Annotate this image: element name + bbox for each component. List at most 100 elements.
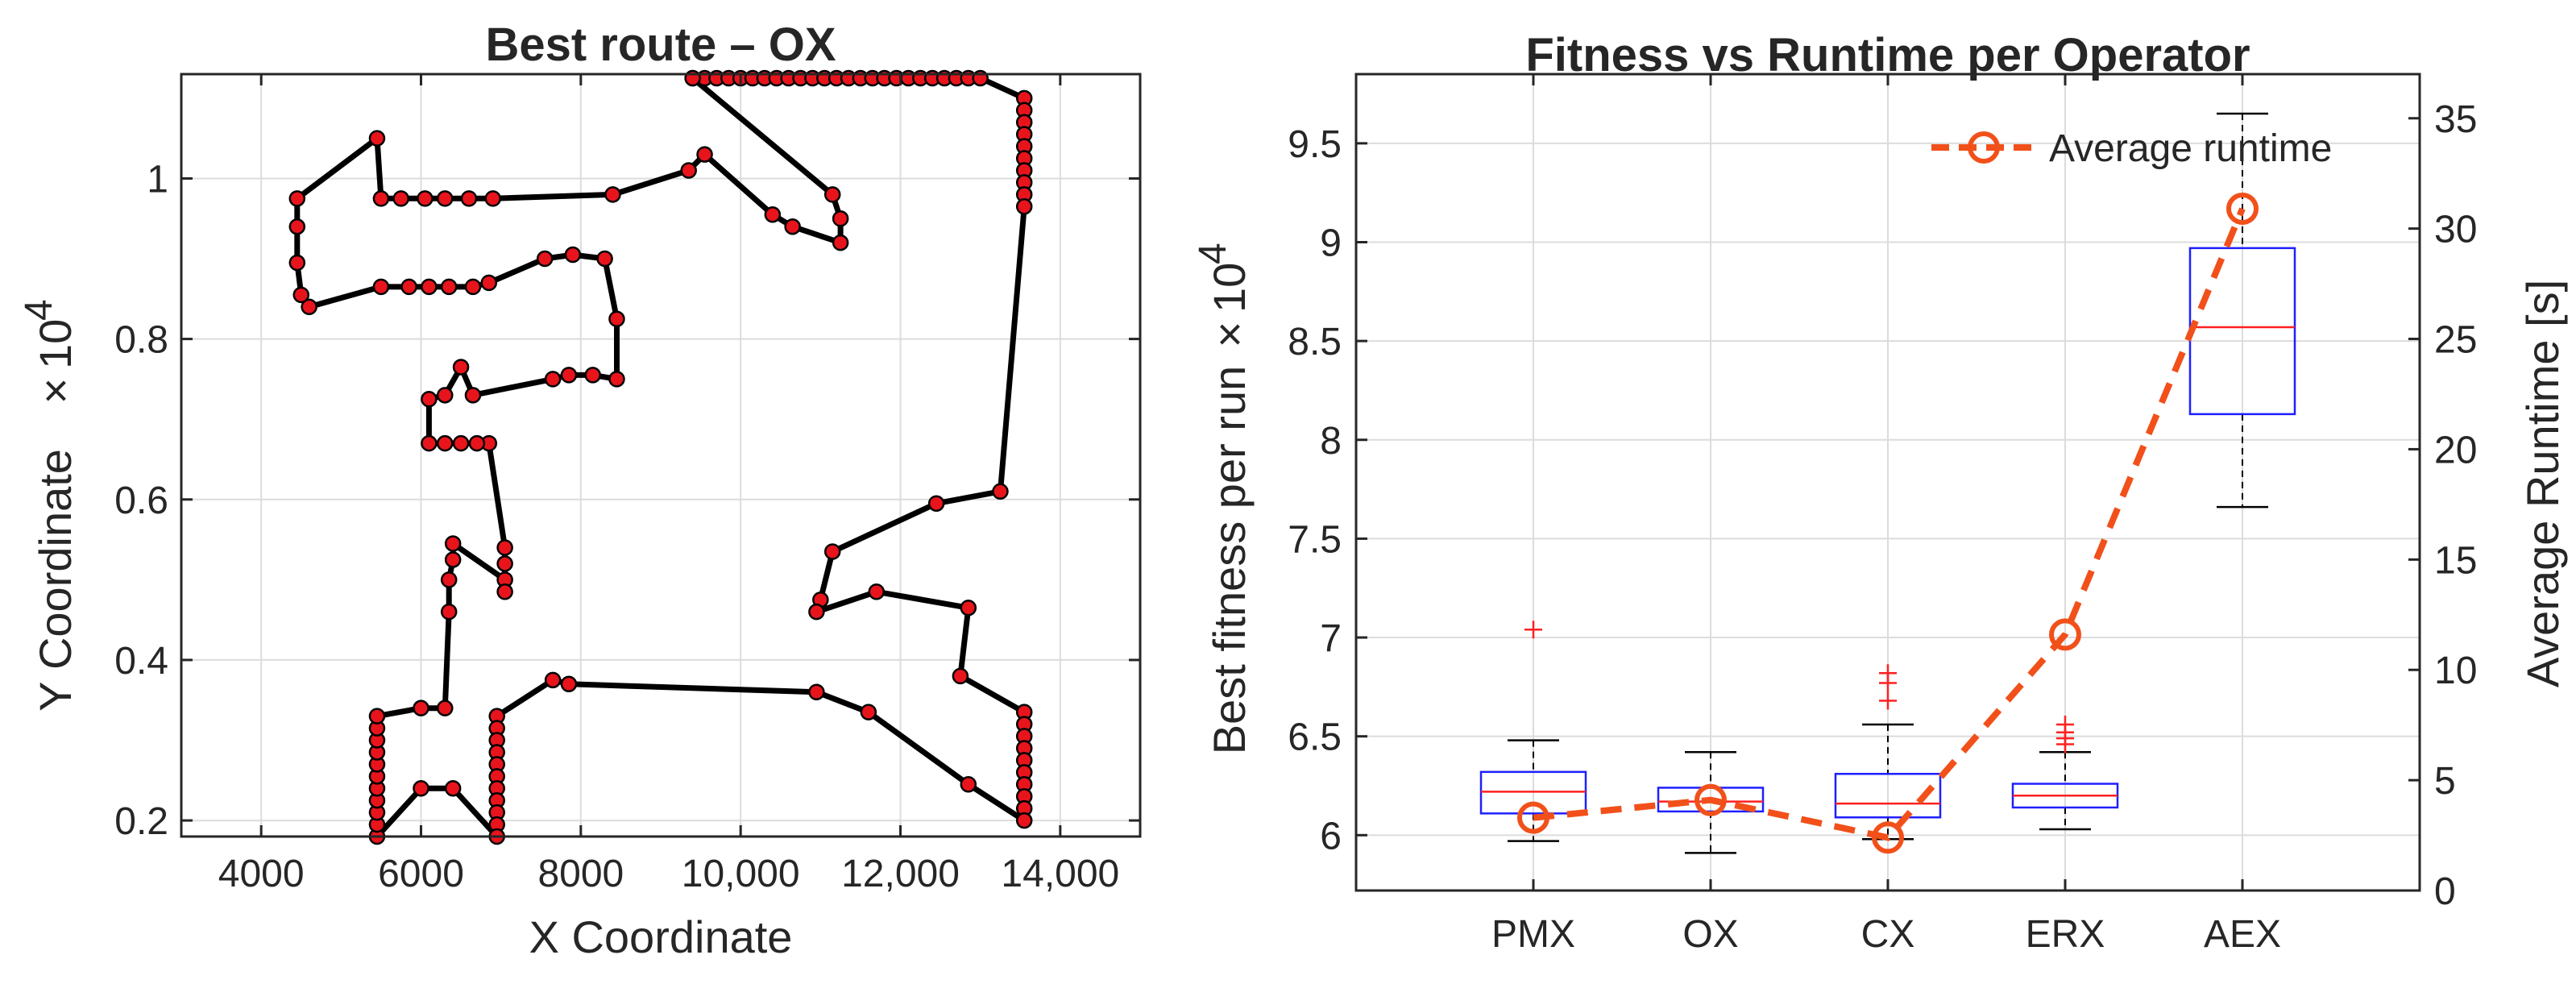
route-city-marker <box>372 278 390 296</box>
route-city-marker <box>444 551 462 568</box>
route-city-marker <box>413 780 429 797</box>
route-city-marker <box>536 250 554 268</box>
route-city-marker <box>484 190 501 207</box>
route-y-tick-label: 0.4 <box>114 640 168 683</box>
box-y-tick-label: 6 <box>1320 815 1342 857</box>
route-city-marker <box>696 146 713 163</box>
box-outlier <box>1524 621 1542 639</box>
route-city-marker <box>564 246 582 264</box>
route-city-marker <box>808 683 825 701</box>
box-chart-title: Fitness vs Runtime per Operator <box>1525 29 2250 81</box>
route-city-marker <box>992 483 1009 500</box>
runtime-marker <box>1695 783 1727 816</box>
route-city-marker <box>496 555 513 572</box>
box-category-label: CX <box>1861 913 1915 956</box>
route-plot-frame <box>180 73 1142 838</box>
route-city-marker <box>823 543 841 560</box>
runtime-line <box>1533 207 2246 841</box>
route-city-marker <box>832 234 849 251</box>
route-y-axis-label-group: Y Coordinate × 10 4 <box>18 299 81 712</box>
route-city-marker <box>437 387 454 404</box>
route-city-marker <box>460 190 478 207</box>
route-city-marker <box>292 286 309 304</box>
route-city-marker <box>288 254 306 272</box>
route-city-marker <box>560 675 578 693</box>
route-city-marker <box>288 190 306 207</box>
box-iqr <box>1834 773 1942 819</box>
box-pmx <box>1479 621 1587 842</box>
runtime-marker <box>1872 821 1904 854</box>
runtime-legend: Average runtime <box>1931 127 2332 170</box>
route-city-marker <box>301 298 317 316</box>
route-y-tick-label: 0.6 <box>114 480 168 522</box>
route-city-marker <box>480 274 498 292</box>
box-y-axis-exponent-base: 10 <box>1204 263 1255 313</box>
route-city-marker <box>437 700 454 716</box>
route-city-marker <box>584 367 601 384</box>
box-y-ticks: 6 6.5 7 7.5 8 8.5 9 9.5 <box>1288 123 1367 857</box>
box-y-axis-times-sign: × <box>1204 322 1255 348</box>
box-y-tick-label: 6.5 <box>1288 716 1342 759</box>
box-outlier <box>1879 664 1897 683</box>
route-city-marker <box>444 780 462 797</box>
runtime-series <box>1517 193 2259 854</box>
runtime-marker <box>1517 801 1549 834</box>
route-x-tick-label: 6000 <box>378 853 464 895</box>
box-outlier <box>1879 691 1897 710</box>
route-city-marker <box>596 250 613 268</box>
route-city-marker <box>680 162 697 179</box>
route-city-marker <box>444 535 462 552</box>
route-city-marker <box>440 278 458 296</box>
box-y2-tick-label: 30 <box>2434 209 2477 251</box>
box-category-label: PMX <box>1491 913 1575 956</box>
box-y2-tick-label: 25 <box>2434 319 2477 362</box>
route-city-marker <box>496 583 513 600</box>
box-y-tick-label: 7.5 <box>1288 518 1342 561</box>
box-outlier <box>2056 715 2074 733</box>
route-city-marker <box>400 278 417 296</box>
route-x-tick-label: 14,000 <box>1001 853 1119 895</box>
route-city-marker <box>927 495 945 512</box>
route-y-tick-label: 0.2 <box>114 800 168 843</box>
route-city-marker <box>832 210 849 227</box>
route-city-marker <box>440 571 458 588</box>
route-y-axis-exponent-power: 4 <box>18 299 60 321</box>
box-y2-tick-label: 35 <box>2434 98 2477 141</box>
route-x-tick-label: 8000 <box>537 853 624 895</box>
route-y-tick-label: 1 <box>147 158 168 201</box>
box-y2-tick-label: 0 <box>2434 870 2456 913</box>
route-city-marker <box>544 371 562 388</box>
route-city-marker <box>764 206 782 223</box>
route-city-marker <box>368 708 386 725</box>
box-erx <box>2011 715 2119 831</box>
route-city-marker <box>437 190 454 207</box>
box-y-tick-label: 9 <box>1320 222 1342 264</box>
box-y2-tick-label: 20 <box>2434 429 2477 471</box>
box-y-axis-exponent-power: 4 <box>1192 243 1234 264</box>
box-category-label: AEX <box>2204 913 2281 956</box>
route-city-marker <box>464 387 482 404</box>
route-y-axis-times-sign: × <box>30 378 81 405</box>
route-city-marker <box>608 310 625 327</box>
route-city-marker <box>372 190 390 207</box>
route-city-marker <box>960 776 977 793</box>
route-city-marker <box>437 434 454 452</box>
box-category-label: OX <box>1682 913 1738 956</box>
box-y2-tick-label: 10 <box>2434 650 2477 692</box>
route-city-marker <box>421 434 438 452</box>
route-city-marker <box>1015 198 1033 215</box>
route-city-marker <box>421 391 438 408</box>
route-y-axis-exponent-base: 10 <box>30 319 81 369</box>
route-city-marker <box>608 371 625 388</box>
route-city-marker <box>288 218 306 235</box>
runtime-marker <box>2049 618 2081 651</box>
route-city-marker <box>952 667 969 685</box>
route-city-marker <box>544 671 562 689</box>
route-city-marker <box>417 190 433 207</box>
box-y2-axis-label: Average Runtime [s] <box>2517 280 2568 687</box>
route-city-marker <box>413 700 429 716</box>
legend-marker-sample <box>1968 131 2000 164</box>
route-x-tick-label: 4000 <box>218 853 305 895</box>
route-city-marker <box>496 539 513 556</box>
